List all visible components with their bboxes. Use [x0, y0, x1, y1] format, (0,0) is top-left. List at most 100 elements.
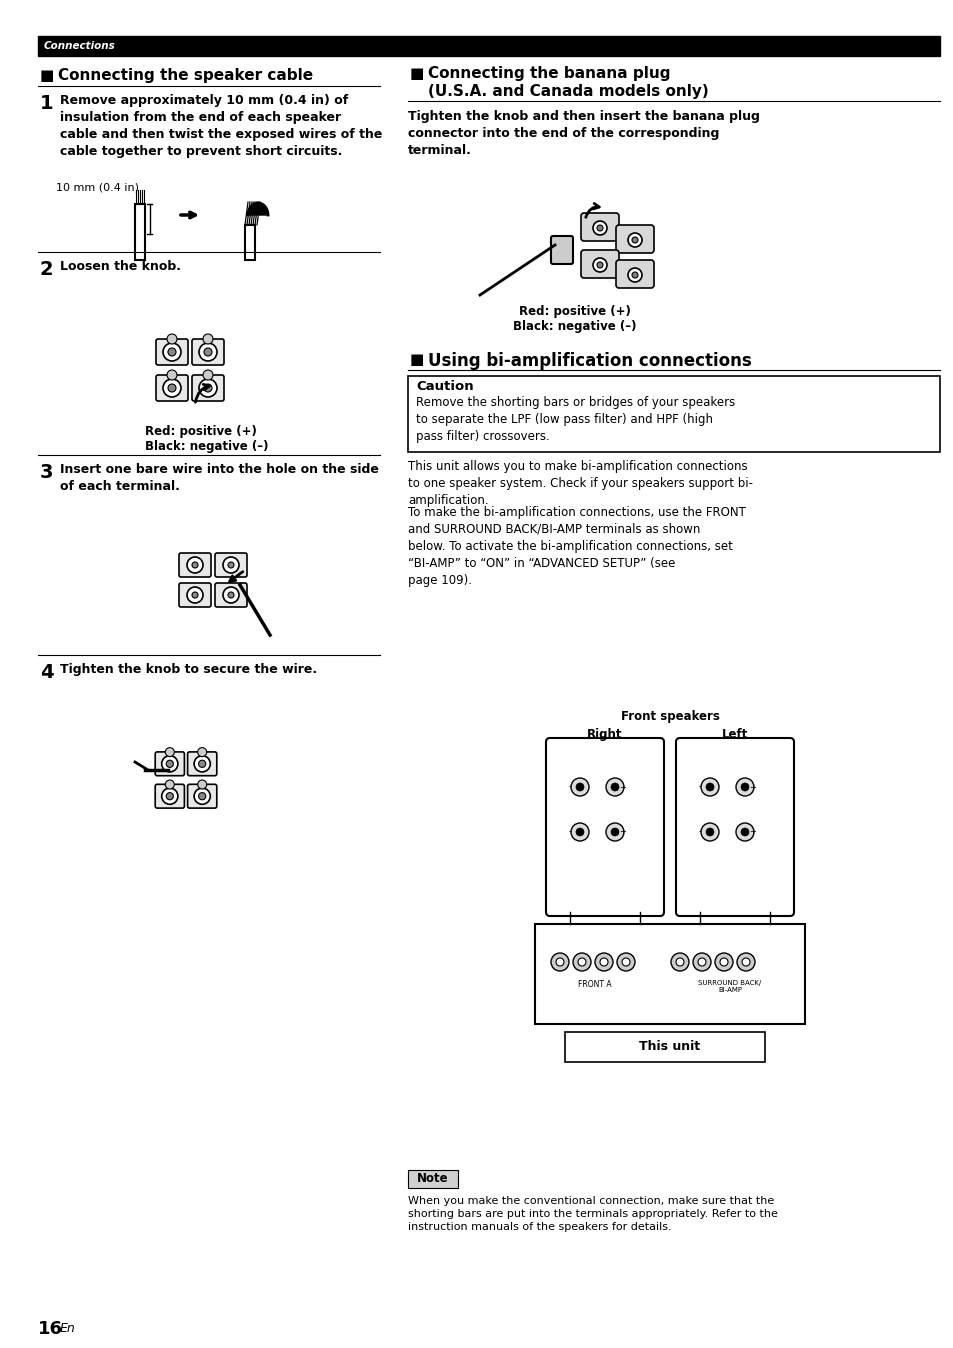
- Circle shape: [740, 828, 748, 836]
- Text: +: +: [749, 828, 756, 837]
- Text: Right: Right: [587, 728, 622, 741]
- Circle shape: [198, 760, 206, 767]
- Circle shape: [735, 778, 753, 797]
- FancyBboxPatch shape: [188, 752, 216, 775]
- Circle shape: [676, 958, 683, 967]
- Circle shape: [700, 824, 719, 841]
- Bar: [408, 376, 939, 452]
- Text: 10 mm (0.4 in): 10 mm (0.4 in): [56, 182, 139, 191]
- FancyBboxPatch shape: [214, 582, 247, 607]
- Circle shape: [720, 958, 727, 967]
- Text: Note: Note: [416, 1173, 448, 1185]
- Circle shape: [163, 379, 181, 398]
- Circle shape: [627, 233, 641, 247]
- Text: -: -: [698, 782, 700, 791]
- Circle shape: [571, 824, 588, 841]
- Circle shape: [597, 262, 602, 268]
- Text: When you make the conventional connection, make sure that the
shorting bars are : When you make the conventional connectio…: [408, 1196, 777, 1232]
- Circle shape: [166, 760, 173, 767]
- Text: FRONT A: FRONT A: [578, 980, 611, 989]
- Text: This unit: This unit: [639, 1041, 700, 1054]
- Text: To make the bi-amplification connections, use the FRONT
and SURROUND BACK/BI-AMP: To make the bi-amplification connections…: [408, 506, 745, 586]
- FancyBboxPatch shape: [616, 260, 654, 288]
- Circle shape: [223, 557, 239, 573]
- Circle shape: [737, 953, 754, 971]
- Text: Loosen the knob.: Loosen the knob.: [60, 260, 181, 274]
- FancyBboxPatch shape: [155, 752, 184, 775]
- Bar: [535, 923, 804, 1024]
- FancyBboxPatch shape: [616, 225, 654, 253]
- Text: Remove approximately 10 mm (0.4 in) of
insulation from the end of each speaker
c: Remove approximately 10 mm (0.4 in) of i…: [60, 94, 382, 158]
- Circle shape: [228, 562, 233, 568]
- FancyBboxPatch shape: [156, 338, 188, 365]
- Circle shape: [199, 342, 216, 361]
- Circle shape: [605, 824, 623, 841]
- Text: Insert one bare wire into the hole on the side
of each terminal.: Insert one bare wire into the hole on th…: [60, 462, 378, 493]
- Circle shape: [705, 783, 713, 791]
- Circle shape: [593, 221, 606, 235]
- Circle shape: [168, 348, 175, 356]
- Circle shape: [193, 789, 210, 805]
- Circle shape: [578, 958, 585, 967]
- Circle shape: [631, 237, 638, 243]
- Text: Black: negative (–): Black: negative (–): [513, 319, 636, 333]
- Text: +: +: [618, 782, 626, 791]
- Text: Left: Left: [721, 728, 747, 741]
- Circle shape: [166, 793, 173, 799]
- FancyBboxPatch shape: [214, 553, 247, 577]
- Circle shape: [203, 369, 213, 380]
- Circle shape: [203, 334, 213, 344]
- Bar: [564, 1033, 764, 1062]
- Circle shape: [740, 783, 748, 791]
- Circle shape: [199, 379, 216, 398]
- Circle shape: [576, 828, 583, 836]
- Bar: [408, 1170, 457, 1188]
- Text: ■: ■: [410, 66, 424, 81]
- Circle shape: [617, 953, 635, 971]
- Circle shape: [198, 793, 206, 799]
- FancyBboxPatch shape: [551, 236, 573, 264]
- Circle shape: [714, 953, 732, 971]
- Text: (U.S.A. and Canada models only): (U.S.A. and Canada models only): [428, 84, 708, 98]
- Text: -: -: [568, 828, 571, 837]
- Circle shape: [593, 257, 606, 272]
- Text: +: +: [618, 828, 626, 837]
- Circle shape: [192, 562, 198, 568]
- Circle shape: [597, 225, 602, 231]
- Circle shape: [573, 953, 590, 971]
- Circle shape: [193, 756, 210, 772]
- Text: Tighten the knob to secure the wire.: Tighten the knob to secure the wire.: [60, 663, 316, 675]
- Circle shape: [670, 953, 688, 971]
- Circle shape: [599, 958, 607, 967]
- Circle shape: [571, 778, 588, 797]
- Text: +: +: [749, 782, 756, 791]
- Circle shape: [167, 369, 177, 380]
- FancyBboxPatch shape: [179, 553, 211, 577]
- Text: Red: positive (+): Red: positive (+): [518, 305, 630, 318]
- Text: 16: 16: [38, 1320, 63, 1339]
- Circle shape: [161, 756, 177, 772]
- Circle shape: [228, 592, 233, 599]
- Circle shape: [741, 958, 749, 967]
- Circle shape: [168, 384, 175, 392]
- Circle shape: [595, 953, 613, 971]
- Circle shape: [165, 748, 174, 756]
- Text: En: En: [60, 1322, 75, 1335]
- Circle shape: [223, 586, 239, 603]
- Circle shape: [187, 557, 203, 573]
- Circle shape: [556, 958, 563, 967]
- Text: Connecting the speaker cable: Connecting the speaker cable: [58, 67, 313, 84]
- Text: Tighten the knob and then insert the banana plug
connector into the end of the c: Tighten the knob and then insert the ban…: [408, 111, 760, 156]
- Circle shape: [631, 272, 638, 278]
- FancyBboxPatch shape: [192, 375, 224, 400]
- Text: Red: positive (+): Red: positive (+): [145, 425, 256, 438]
- Bar: [38, 36, 939, 57]
- FancyBboxPatch shape: [580, 213, 618, 241]
- Circle shape: [621, 958, 629, 967]
- Circle shape: [692, 953, 710, 971]
- FancyBboxPatch shape: [676, 737, 793, 917]
- Circle shape: [610, 828, 618, 836]
- FancyBboxPatch shape: [545, 737, 663, 917]
- Text: Caution: Caution: [416, 380, 473, 394]
- Circle shape: [204, 348, 212, 356]
